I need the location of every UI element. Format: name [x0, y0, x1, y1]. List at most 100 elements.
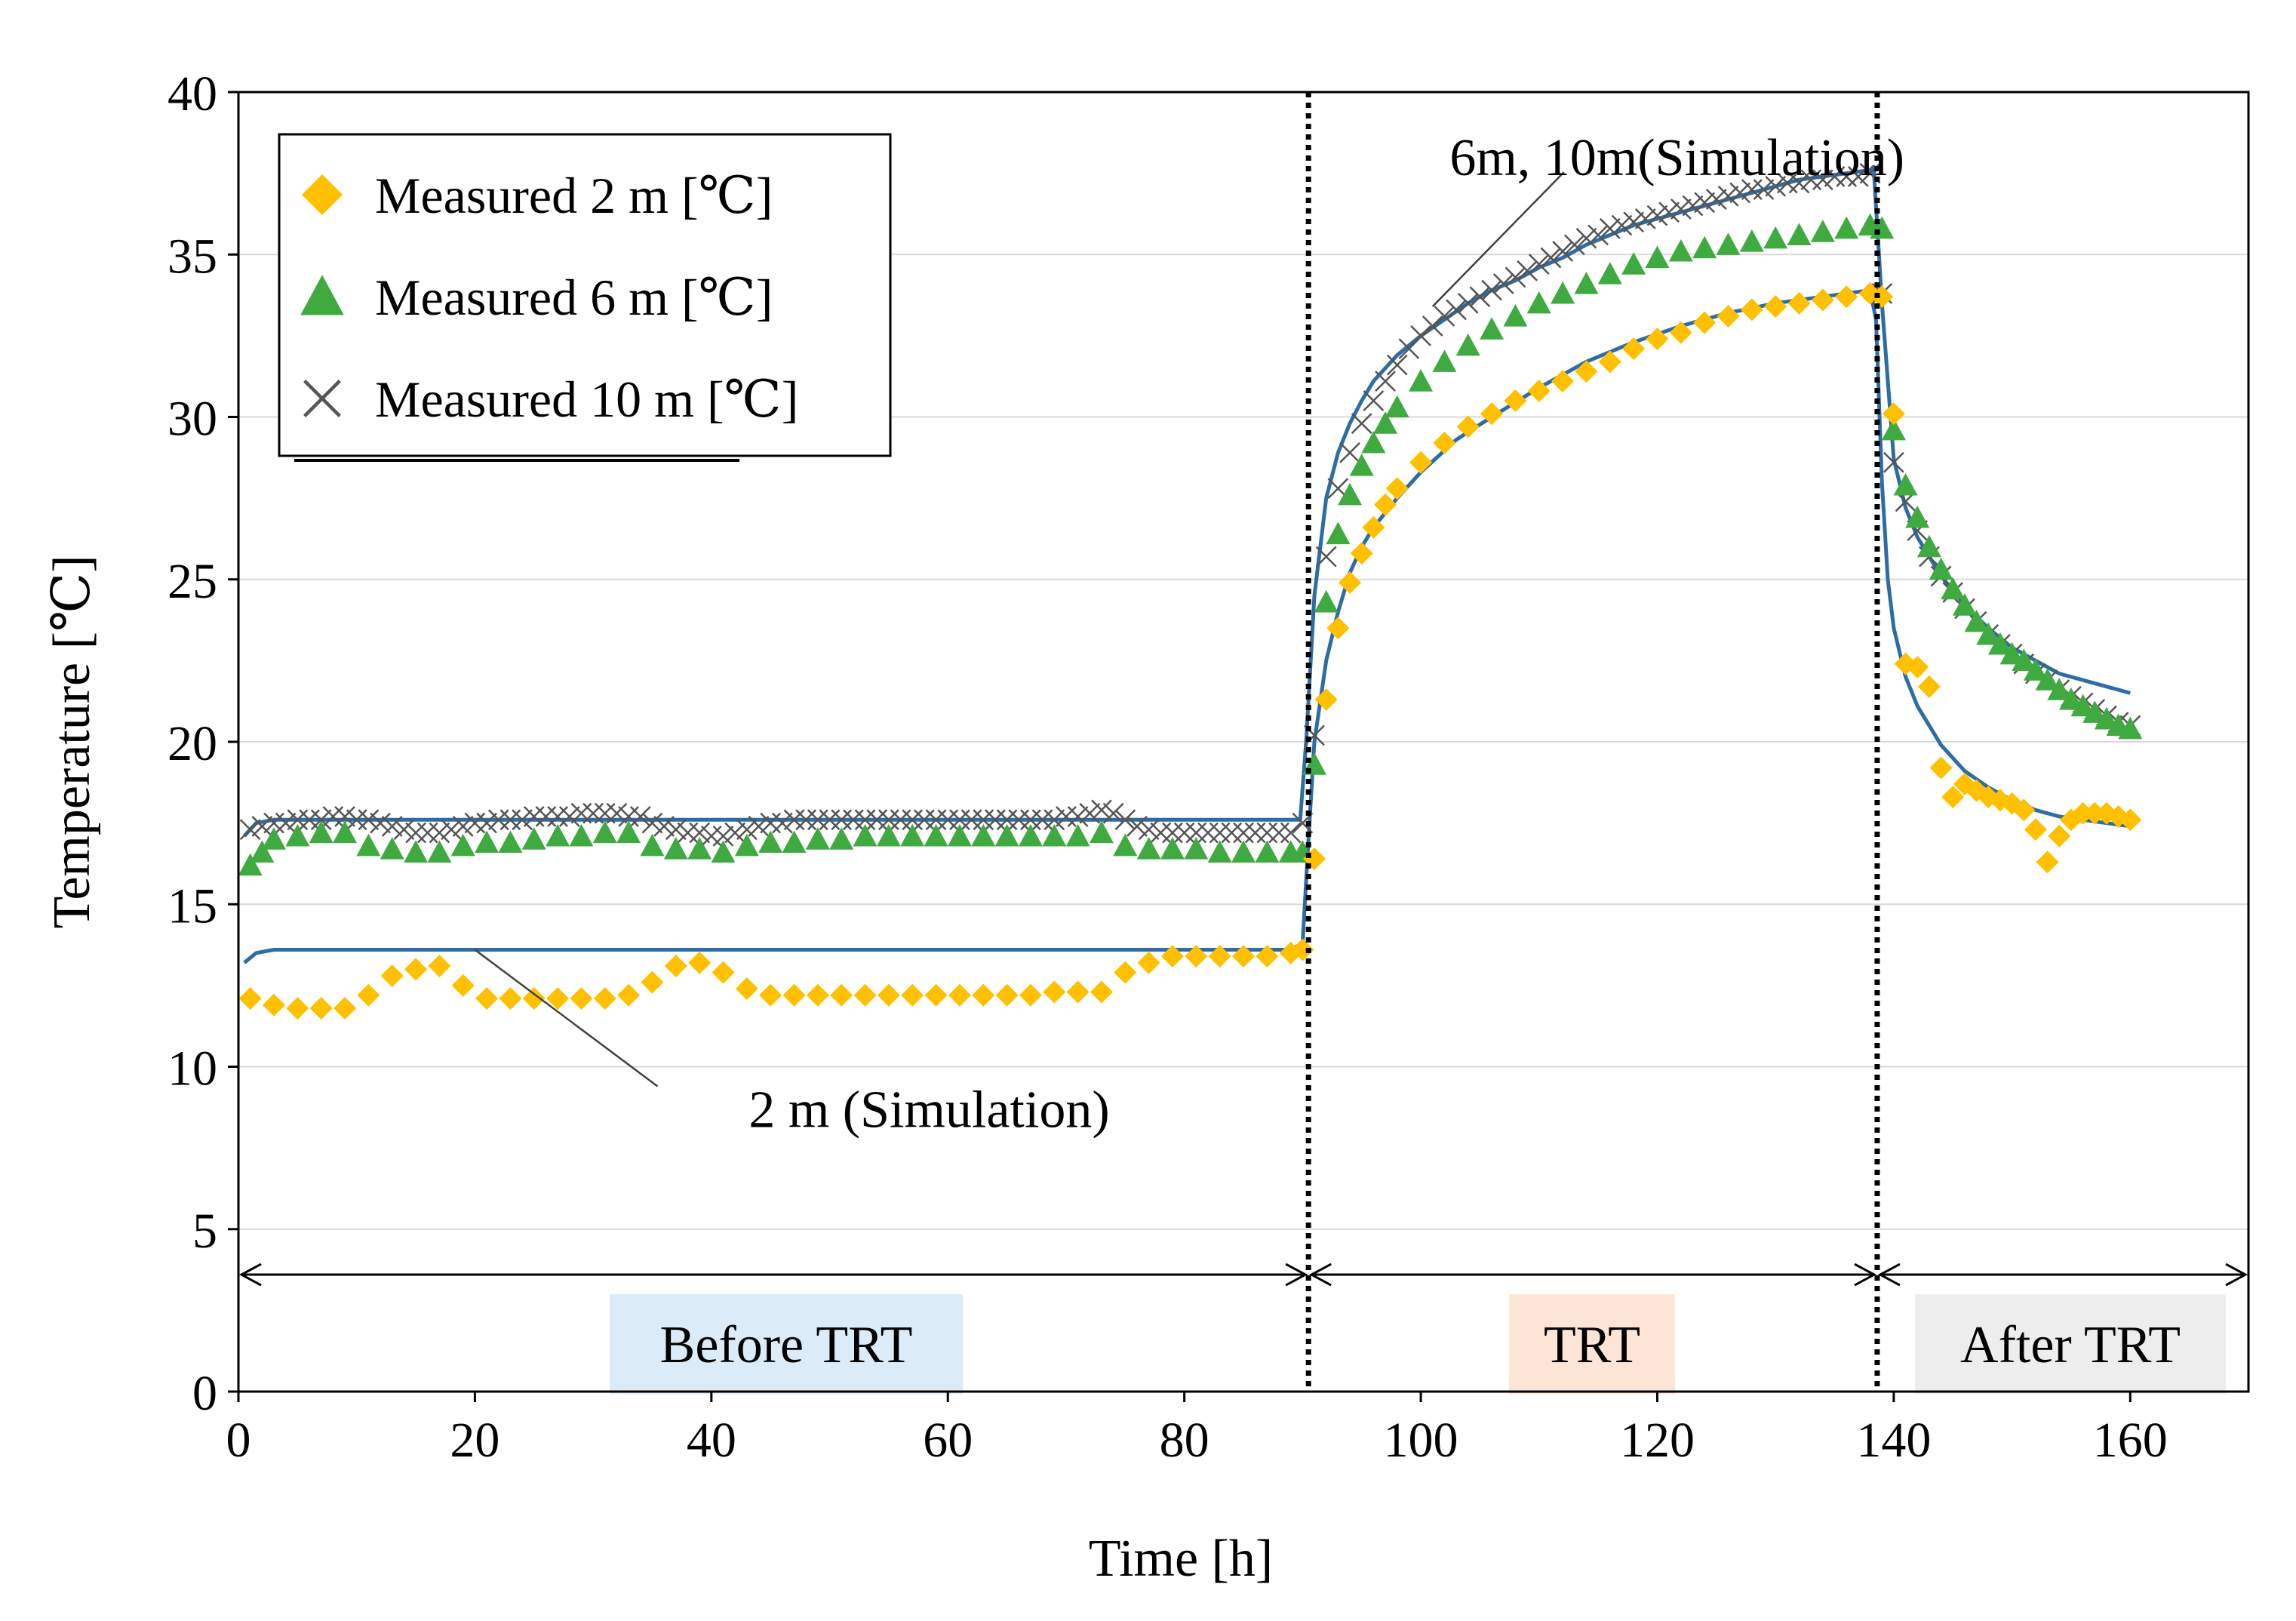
diamond-marker — [1385, 477, 1409, 500]
x-marker — [736, 819, 758, 841]
diamond-marker — [901, 983, 924, 1007]
x-marker — [1588, 224, 1609, 246]
triangle-marker — [782, 830, 807, 854]
diamond-marker — [1787, 291, 1811, 315]
triangle-marker — [2070, 694, 2095, 717]
triangle-marker — [876, 823, 901, 847]
triangle-marker — [1916, 534, 1941, 558]
diamond-marker — [2071, 801, 2095, 825]
legend-box — [278, 133, 892, 457]
x-marker — [1351, 413, 1372, 434]
diamond-marker — [1598, 350, 1621, 374]
x-marker — [1528, 254, 1550, 275]
triangle-marker — [1361, 430, 1386, 454]
diamond-marker — [712, 961, 735, 984]
x-marker — [1753, 179, 1775, 201]
phase-box — [610, 1294, 963, 1394]
triangle-marker — [1231, 840, 1256, 863]
triangle-marker — [1834, 216, 1859, 239]
gridlines — [238, 254, 2248, 1230]
annotations: 6m, 10m(Simulation) 2 m (Simulation) — [474, 129, 1904, 1139]
triangle-marker — [663, 837, 688, 860]
diamond-marker — [1339, 571, 1362, 595]
diamond-marker — [333, 997, 357, 1020]
phase-box — [1915, 1294, 2226, 1394]
x-marker — [665, 819, 687, 841]
x-marker — [1788, 172, 1810, 194]
diamond-marker — [1208, 945, 1231, 968]
triangle-marker — [1160, 837, 1185, 860]
y-tick-label: 5 — [192, 1204, 217, 1259]
phase-box — [1509, 1294, 1675, 1394]
x-marker — [1114, 809, 1136, 831]
diamond-marker — [522, 987, 546, 1010]
triangle-marker — [758, 830, 783, 854]
diamond-marker — [1906, 655, 1929, 678]
triangle-marker — [1810, 220, 1835, 242]
diamond-marker — [948, 983, 971, 1007]
triangle-marker — [2118, 716, 2143, 740]
phase-arrow-head — [1309, 1263, 1332, 1287]
triangle-marker — [687, 837, 712, 860]
diamond-marker — [1527, 380, 1551, 403]
diamond-marker — [830, 983, 853, 1007]
x-marker — [1682, 195, 1704, 217]
diamond-marker — [735, 977, 758, 1001]
phase-label: TRT — [1544, 1316, 1640, 1374]
triangle-marker — [1987, 632, 2012, 655]
diamond-marker — [1362, 515, 1385, 539]
triangle-marker — [900, 823, 925, 847]
triangle-marker — [356, 833, 381, 857]
triangle-marker — [1893, 472, 1918, 496]
triangle-marker — [1621, 252, 1646, 275]
x-marker — [1481, 279, 1502, 301]
diamond-marker — [1291, 938, 1314, 961]
diamond-marker — [593, 987, 616, 1010]
y-tick-label: 15 — [168, 878, 217, 934]
triangle-marker — [569, 823, 594, 847]
x-marker — [1043, 809, 1065, 831]
annotation-label: 2 m (Simulation) — [748, 1081, 1109, 1139]
diamond-marker — [428, 955, 451, 978]
triangle-marker — [2082, 700, 2107, 723]
y-tick-label: 40 — [168, 66, 217, 121]
diamond-marker — [570, 987, 593, 1010]
triangle-marker — [2058, 687, 2083, 710]
diamond-marker — [641, 970, 664, 994]
diamond-marker — [664, 955, 687, 978]
triangle-marker — [1881, 417, 1906, 441]
x-marker — [1067, 806, 1089, 827]
triangle-marker — [1574, 271, 1599, 294]
triangle-marker — [1455, 333, 1480, 356]
triangle-marker — [1065, 823, 1090, 847]
diamond-marker — [2048, 824, 2071, 847]
y-tick-label: 30 — [168, 392, 217, 447]
diamond-marker — [1740, 298, 1763, 321]
x-marker — [1375, 371, 1396, 392]
triangle-marker — [2012, 648, 2036, 671]
x-marker — [381, 816, 403, 837]
x-marker — [1079, 802, 1101, 824]
x-marker — [393, 819, 415, 841]
diamond-marker — [1409, 451, 1433, 474]
triangle-marker — [1042, 823, 1067, 847]
diamond-marker — [1575, 360, 1598, 383]
x-marker — [641, 812, 663, 834]
triangle-marker — [1905, 505, 1930, 528]
x-marker — [1102, 802, 1124, 824]
diamond-marker — [1669, 321, 1692, 344]
diamond-marker — [1480, 402, 1504, 426]
diamond-marker — [1941, 786, 1965, 809]
x-marker — [1634, 208, 1656, 229]
phase-label: After TRT — [1960, 1316, 2181, 1374]
x-marker — [1729, 182, 1751, 204]
triangle-marker — [250, 840, 275, 863]
triangle-marker — [592, 820, 617, 844]
diamond-marker — [1929, 756, 1953, 780]
x-marker — [1575, 227, 1597, 249]
diamond-marker — [263, 993, 286, 1017]
legend: Measured 2 m [℃] Measured 6 m [℃] Measured… — [278, 133, 892, 462]
diamond-marker — [853, 983, 877, 1007]
triangle-marker — [521, 827, 546, 850]
diamond-marker — [995, 983, 1019, 1007]
